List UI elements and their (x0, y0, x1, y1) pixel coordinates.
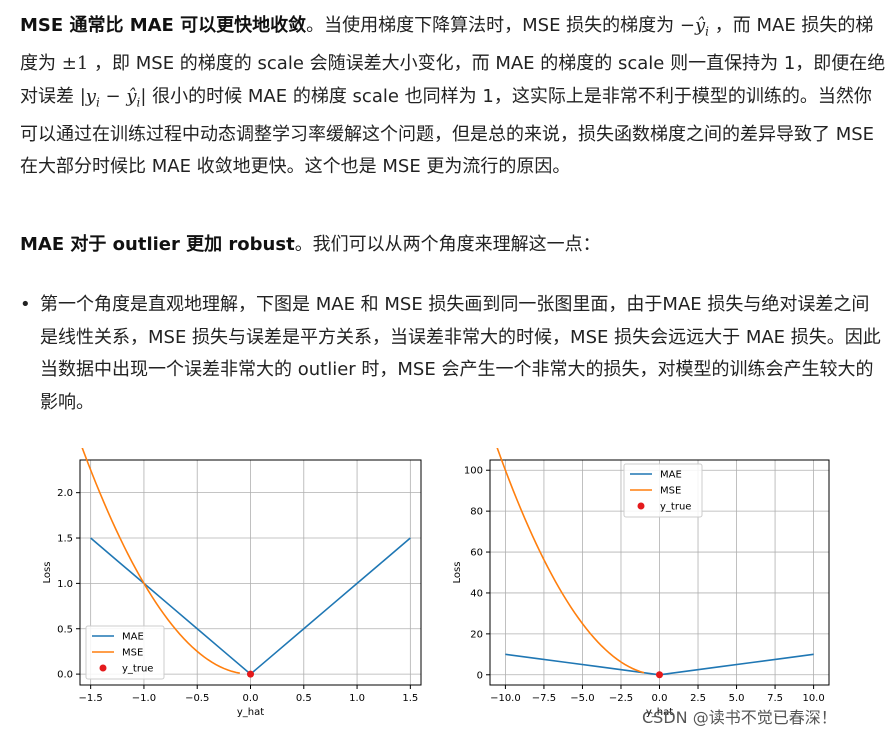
watermark: CSDN @读书不觉已春深！ (642, 708, 837, 727)
x-tick-label: −10.0 (490, 693, 521, 704)
legend-label: MAE (660, 470, 682, 481)
y-true-point (247, 670, 254, 678)
text-run: 。我们可以从两个角度来理解这一点： (294, 234, 601, 255)
y-axis-label: Loss (42, 562, 53, 584)
x-tick-label: −1.0 (132, 693, 156, 704)
paragraph-convergence: MSE 通常比 MAE 可以更快地收敛。当使用梯度下降算法时，MSE 损失的梯度… (20, 10, 886, 184)
x-tick-label: 1.0 (349, 693, 365, 704)
text-run: 很小的时候 MAE 的梯度 scale 也同样为 1，这实际上是非常不利于模型的… (20, 85, 875, 178)
x-tick-label: 2.5 (690, 693, 706, 704)
x-tick-label: −2.5 (609, 693, 633, 704)
x-tick-label: −0.5 (185, 693, 209, 704)
y-tick-label: 2.0 (57, 488, 73, 499)
math-absolute-error: |yi − ŷi| (79, 85, 147, 110)
bold-heading-convergence: MSE 通常比 MAE 可以更快地收敛 (20, 15, 307, 36)
y-true-point (656, 671, 663, 679)
math-mse-gradient: −ŷi (679, 15, 710, 39)
y-tick-label: 0.0 (57, 670, 73, 681)
legend-swatch (637, 502, 645, 510)
y-tick-label: 0.5 (57, 624, 73, 635)
y-tick-label: 40 (470, 588, 483, 599)
x-tick-label: 5.0 (729, 693, 745, 704)
x-tick-label: −5.0 (570, 693, 594, 704)
x-tick-label: 10.0 (802, 693, 824, 704)
legend-label: MAE (122, 632, 144, 643)
y-axis-label: Loss (452, 562, 463, 584)
y-tick-label: 60 (470, 548, 483, 559)
y-tick-label: 20 (470, 629, 483, 640)
x-tick-label: 0.0 (243, 693, 259, 704)
text-run: 。当使用梯度下降算法时，MSE 损失的梯度为 (306, 15, 675, 36)
bullet-text: 第一个角度是直观地理解，下图是 MAE 和 MSE 损失画到同一张图里面，由于M… (40, 294, 881, 413)
x-tick-label: −1.5 (79, 693, 103, 704)
legend-swatch (99, 664, 107, 672)
math-mae-gradient: ±1 (61, 53, 89, 75)
x-tick-label: −7.5 (532, 693, 556, 704)
text-run: ，而 MAE 损失的梯度为 (20, 15, 874, 75)
y-tick-label: 1.0 (57, 579, 73, 590)
x-tick-label: 7.5 (767, 693, 783, 704)
bullet-marker: • (20, 294, 31, 315)
series-line-mse (81, 448, 240, 674)
x-axis-label: y_hat (237, 707, 264, 718)
chart-large-range: −10.0 −7.5 −5.0 −2.5 0.0 2.5 5.0 7.5 10.0 0 20 40 60… (452, 448, 830, 718)
x-tick-label: 0.0 (652, 693, 668, 704)
legend-label: y_true (122, 664, 153, 675)
chart-small-range: −1.5 −1.0 −0.5 0.0 0.5 1.0 1.5 0.0 0.5 1.0 1.5 2.0 y… (42, 448, 422, 718)
paragraph-robust: MAE 对于 outlier 更加 robust。我们可以从两个角度来理解这一点… (20, 229, 886, 262)
x-axis-label: y_hat (646, 707, 673, 718)
y-tick-label: 1.5 (57, 534, 73, 545)
legend-label: MSE (660, 486, 681, 497)
text-run: ，即 MSE 的梯度的 scale 会随误差大小变化，而 MAE 的梯度的 sc… (20, 53, 886, 107)
bold-heading-robust: MAE 对于 outlier 更加 robust (20, 234, 295, 255)
x-tick-label: 1.5 (402, 693, 418, 704)
y-tick-label: 0 (477, 670, 483, 681)
y-tick-label: 100 (464, 466, 483, 477)
legend-label: y_true (660, 502, 691, 513)
legend-label: MSE (122, 648, 143, 659)
bullet-item-intuition: • 第一个角度是直观地理解，下图是 MAE 和 MSE 损失画到同一张图里面，由… (20, 289, 886, 419)
series-line-mse (496, 448, 645, 674)
y-tick-label: 80 (470, 507, 483, 518)
x-tick-label: 0.5 (296, 693, 312, 704)
